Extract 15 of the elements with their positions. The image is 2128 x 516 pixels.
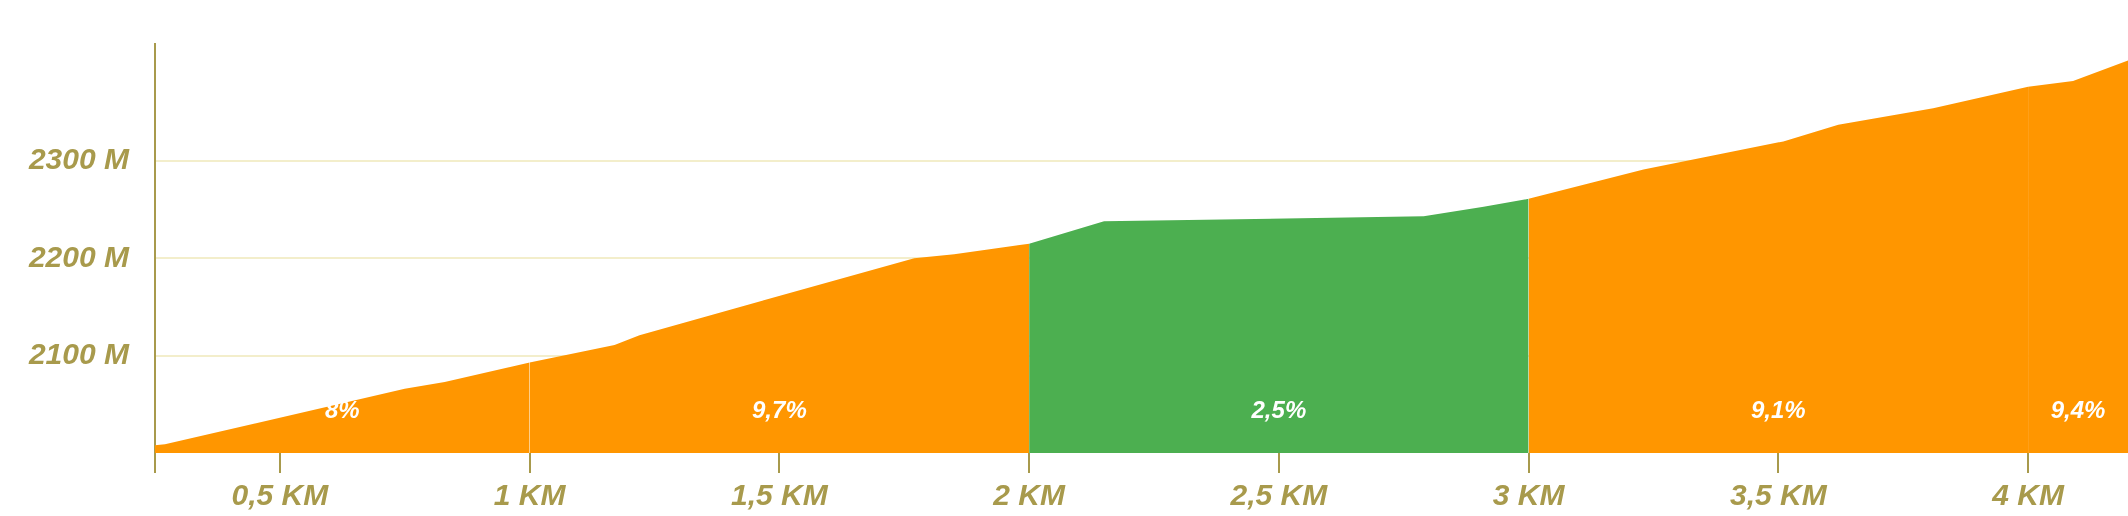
y-tick-label: 2300 M — [27, 142, 130, 176]
x-tick-label: 2 KM — [992, 478, 1066, 512]
annotation: 9,7% — [752, 395, 807, 423]
x-tick-label: 0,5 KM — [231, 478, 330, 512]
annotation: 9,1% — [1751, 395, 1806, 423]
y-tick-label: 2100 M — [27, 336, 130, 370]
x-tick-label: 2,5 KM — [1229, 478, 1329, 512]
x-tick-label: 3 KM — [1492, 478, 1566, 512]
x-tick-label: 3,5 KM — [1730, 478, 1828, 512]
annotation: 2,5% — [1250, 395, 1307, 423]
x-tick-label: 1,5 KM — [731, 478, 829, 512]
x-tick-label: 1 KM — [493, 478, 567, 512]
y-tick-label: 2200 M — [27, 239, 130, 273]
x-tick-label: 4 KM — [1991, 478, 2065, 512]
annotation: 9,4% — [2050, 395, 2106, 423]
